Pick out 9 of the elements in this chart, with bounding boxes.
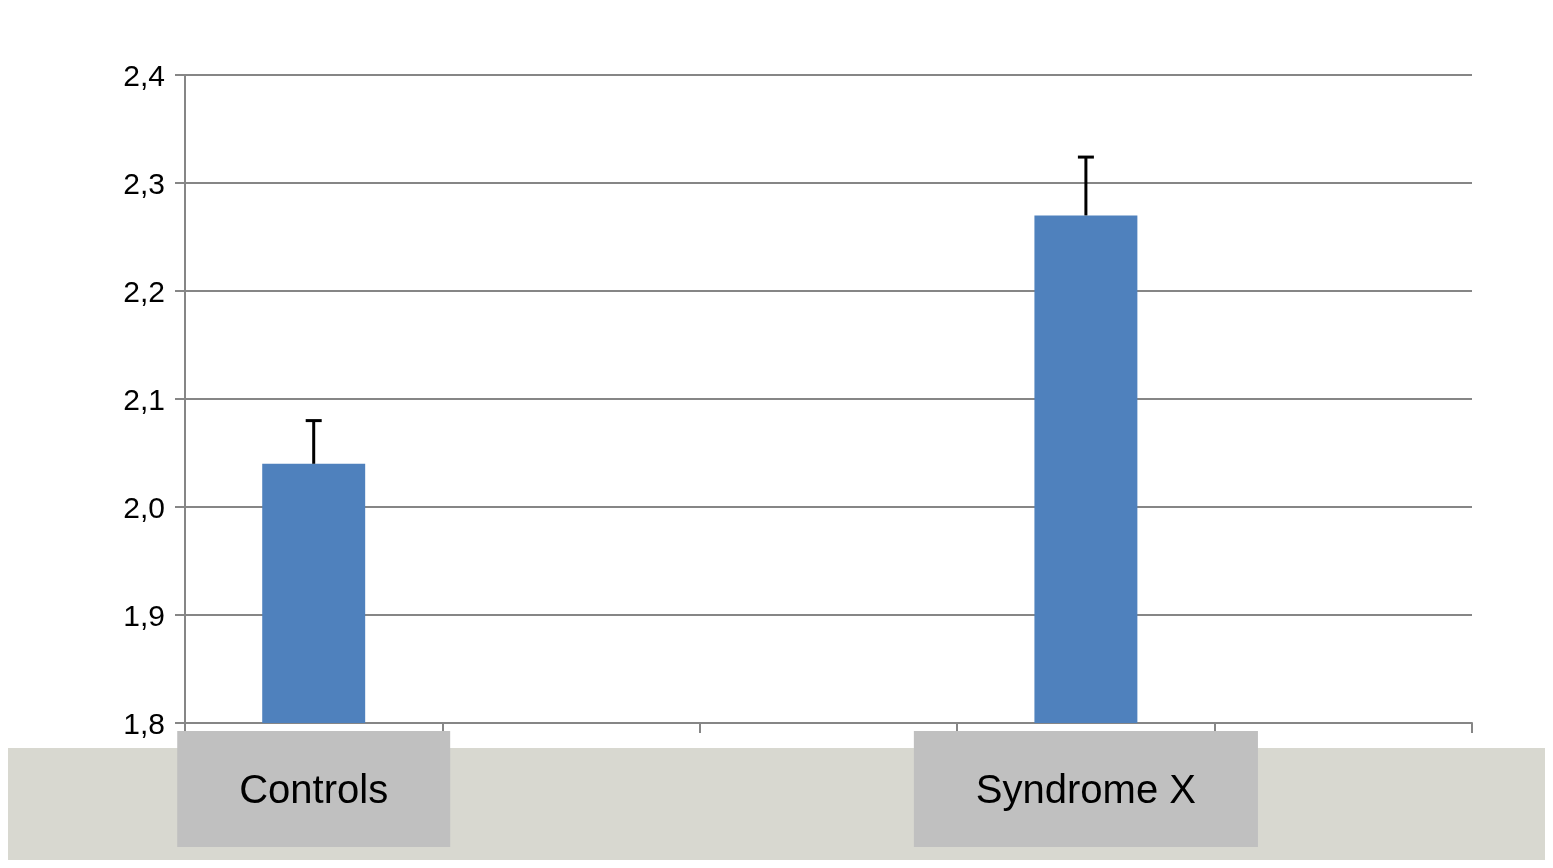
- y-tick-label: 2,0: [123, 490, 165, 524]
- x-tick-label: Controls: [239, 767, 389, 811]
- x-tick-label: Syndrome X: [975, 767, 1196, 811]
- y-tick-label: 2,2: [123, 274, 165, 308]
- y-tick-label: 1,8: [123, 706, 165, 740]
- y-tick-label: 2,3: [123, 166, 165, 200]
- y-tick-label: 2,4: [123, 58, 165, 92]
- y-tick-label: 2,1: [123, 382, 165, 416]
- y-tick-label: 1,9: [123, 598, 165, 632]
